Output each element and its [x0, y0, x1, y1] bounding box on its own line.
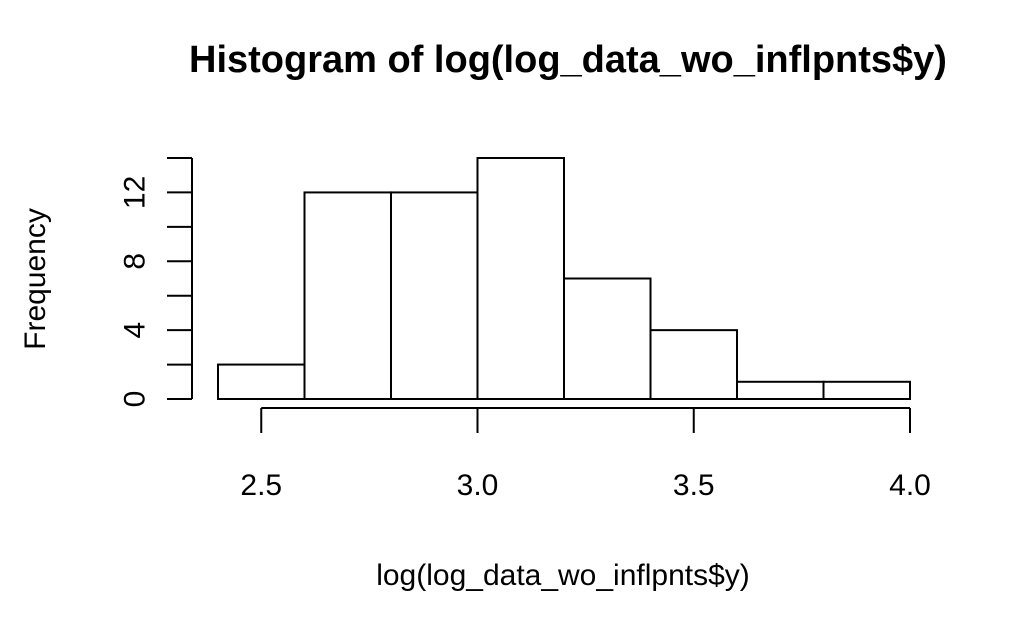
x-tick-label-3: 3.5 — [673, 469, 715, 502]
y-axis: 0 4 8 12 — [119, 157, 193, 408]
y-tick-label-5: 8 — [119, 253, 152, 270]
x-tick-label-1: 2.5 — [240, 469, 282, 502]
x-tick-label-4: 4.0 — [889, 469, 931, 502]
x-axis: 2.5 3.0 3.5 4.0 — [240, 407, 931, 502]
chart-title: Histogram of log(log_data_wo_inflpnts$y) — [189, 39, 947, 81]
x-axis-label: log(log_data_wo_inflpnts$y) — [376, 559, 750, 592]
y-tick-label-7: 12 — [119, 176, 152, 209]
histogram-bar-6 — [649, 329, 738, 400]
histogram-bars — [217, 157, 911, 401]
histogram-bar-5 — [563, 277, 652, 400]
histogram-bar-1 — [217, 363, 306, 401]
histogram-bar-3 — [390, 191, 479, 400]
x-tick-label-2: 3.0 — [457, 469, 499, 502]
histogram-bar-4 — [476, 157, 565, 400]
histogram-bar-7 — [736, 380, 825, 400]
y-tick-label-1: 0 — [119, 391, 152, 408]
y-tick-label-3: 4 — [119, 322, 152, 339]
histogram-bar-8 — [822, 380, 911, 400]
histogram-bar-2 — [303, 191, 392, 400]
y-axis-label: Frequency — [19, 208, 52, 350]
